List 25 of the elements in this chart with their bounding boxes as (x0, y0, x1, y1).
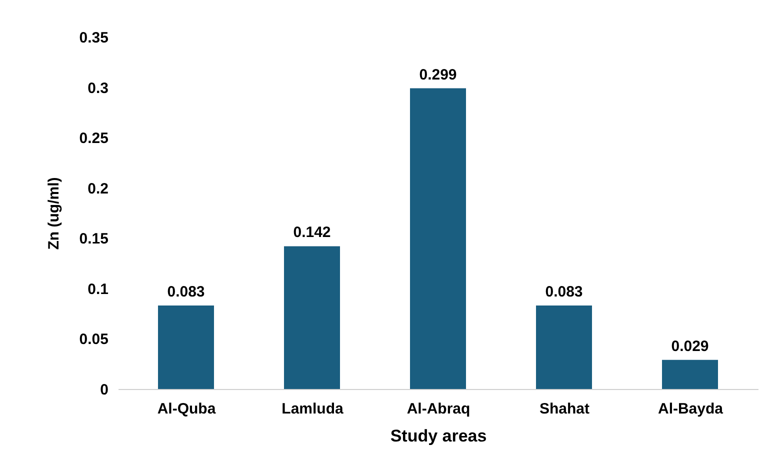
bar (284, 246, 340, 389)
data-label: 0.083 (545, 284, 583, 301)
y-tick-label: 0.1 (88, 280, 108, 298)
y-tick-label: 0.15 (79, 230, 108, 248)
y-tick-label: 0 (100, 382, 108, 398)
x-axis-title: Study areas (390, 426, 487, 446)
y-tick-label: 0.05 (79, 331, 108, 348)
bar (158, 306, 214, 389)
data-label: 0.142 (293, 224, 331, 242)
x-tick-label: Lamluda (282, 400, 344, 418)
data-label: 0.029 (671, 338, 709, 355)
x-tick-label: Al-Abraq (406, 400, 470, 418)
y-tick-label: 0.25 (79, 130, 108, 148)
data-label: 0.299 (419, 66, 457, 84)
data-label: 0.083 (167, 284, 205, 301)
x-tick-label: Shahat (539, 400, 590, 418)
bar (536, 306, 592, 389)
y-tick-label: 0.2 (88, 180, 108, 198)
y-tick-label: 0.3 (88, 80, 108, 97)
y-axis-title: Zn (ug/ml) (45, 177, 62, 250)
x-tick-label: Al-Bayda (658, 400, 724, 418)
bar (410, 88, 466, 389)
bar (662, 360, 718, 389)
x-tick-label: Al-Quba (157, 400, 216, 418)
y-tick-label: 0.35 (79, 30, 108, 46)
